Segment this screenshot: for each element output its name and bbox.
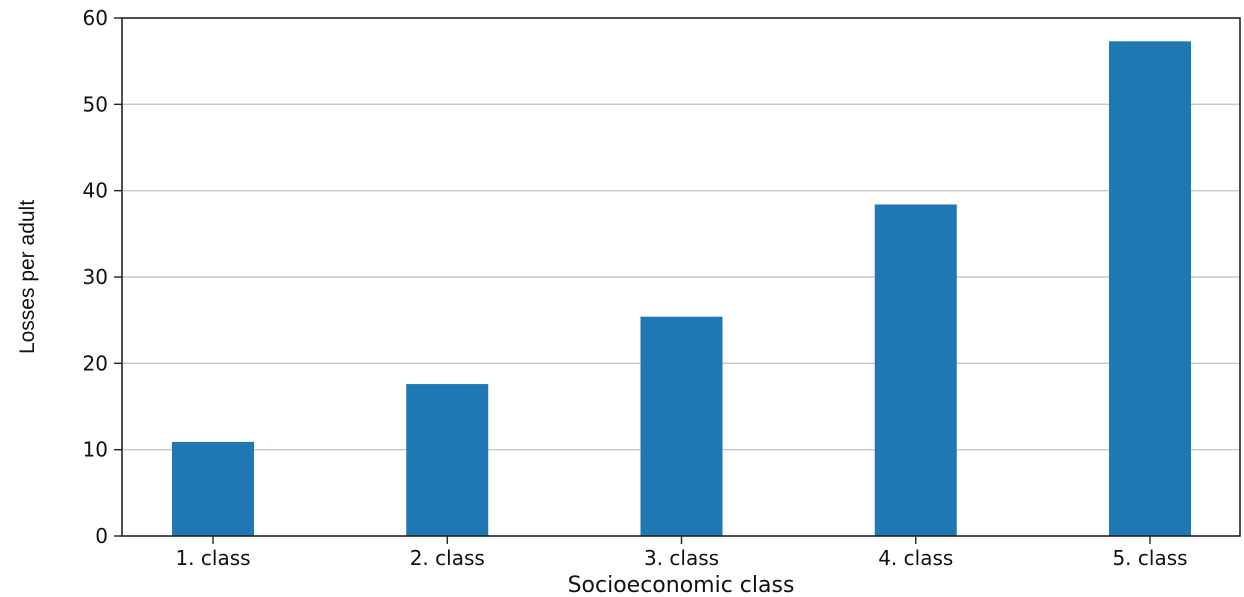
y-tick-label-10: 10 — [83, 438, 108, 462]
bar-1 — [172, 441, 254, 536]
y-axis-title: Losses per adult — [16, 200, 39, 354]
x-tick-label-1: 1. class — [175, 546, 250, 570]
x-axis-ticks: 1. class 2. class 3. class 4. class 5. class — [175, 536, 1188, 570]
y-tick-label-60: 60 — [83, 6, 108, 30]
x-tick-label-2: 2. class — [410, 546, 485, 570]
bar-5 — [1109, 41, 1191, 537]
x-tick-label-3: 3. class — [644, 546, 719, 570]
x-axis-title: Socioeconomic class — [568, 573, 795, 597]
y-tick-label-40: 40 — [83, 179, 108, 203]
x-tick-label-5: 5. class — [1112, 546, 1187, 570]
bars — [172, 41, 1191, 537]
y-tick-label-0: 0 — [95, 524, 108, 548]
x-tick-label-4: 4. class — [878, 546, 953, 570]
bar-4 — [874, 204, 957, 537]
y-axis-ticks: 0 10 20 30 40 50 60 — [83, 6, 122, 548]
y-tick-label-20: 20 — [83, 351, 108, 375]
gridlines — [122, 103, 1240, 451]
y-tick-label-50: 50 — [83, 92, 108, 116]
y-tick-label-30: 30 — [83, 265, 108, 289]
bar-2 — [406, 384, 489, 536]
bar-3 — [640, 316, 723, 536]
